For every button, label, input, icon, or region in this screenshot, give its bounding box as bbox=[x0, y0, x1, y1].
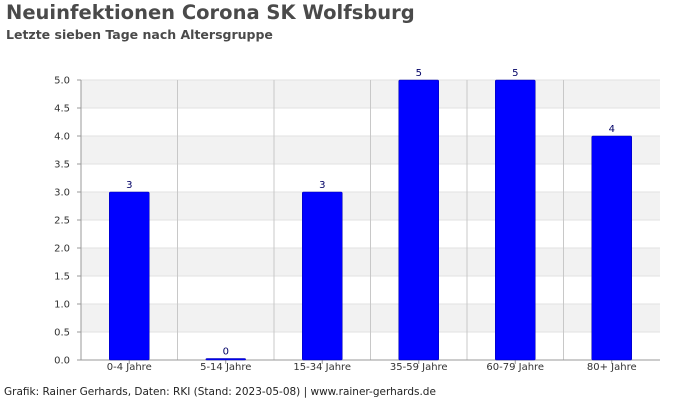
y-tick-label: 4.0 bbox=[54, 132, 70, 143]
data-label: 3 bbox=[319, 180, 325, 191]
y-tick-label: 2.5 bbox=[54, 216, 70, 227]
data-label: 5 bbox=[512, 68, 518, 79]
y-tick-label: 4.5 bbox=[54, 104, 70, 115]
y-tick-label: 1.5 bbox=[54, 272, 70, 283]
x-tick-label: 80+ Jahre bbox=[587, 362, 637, 373]
bar bbox=[302, 191, 343, 361]
x-tick-label: 5-14 Jahre bbox=[200, 362, 251, 373]
y-tick-label: 0.5 bbox=[54, 328, 70, 339]
y-tick-label: 3.0 bbox=[54, 188, 70, 199]
x-tick-label: 0-4 Jahre bbox=[107, 362, 152, 373]
chart-title: Neuinfektionen Corona SK Wolfsburg bbox=[6, 1, 415, 24]
y-tick-label: 2.0 bbox=[54, 244, 70, 255]
bar bbox=[495, 79, 536, 361]
footer-credit: Grafik: Rainer Gerhards, Daten: RKI (Sta… bbox=[4, 386, 436, 398]
y-tick-label: 1.0 bbox=[54, 300, 70, 311]
y-tick-label: 5.0 bbox=[54, 76, 70, 87]
bars bbox=[109, 79, 632, 361]
data-labels: 3 0 3 5 5 4 bbox=[126, 68, 615, 358]
bar bbox=[109, 191, 150, 361]
data-label: 4 bbox=[609, 124, 615, 135]
x-axis: 0-4 Jahre 5-14 Jahre 15-34 Jahre 35-59 Jahr… bbox=[81, 359, 660, 373]
data-label: 3 bbox=[126, 180, 132, 191]
plot-gridlines bbox=[81, 79, 660, 361]
y-tick-label: 0.0 bbox=[54, 356, 70, 367]
data-label: 0 bbox=[223, 347, 229, 358]
chart-subtitle: Letzte sieben Tage nach Altersgruppe bbox=[6, 27, 273, 42]
y-axis: 0.0 0.5 1.0 1.5 2.0 2.5 3.0 3.5 4.0 4.5 5.0 bbox=[54, 76, 82, 367]
bar bbox=[398, 79, 439, 361]
bar bbox=[205, 358, 246, 361]
data-label: 5 bbox=[416, 68, 422, 79]
bar bbox=[591, 135, 632, 361]
y-tick-label: 3.5 bbox=[54, 160, 70, 171]
x-tick-label: 15-34 Jahre bbox=[293, 362, 351, 373]
x-tick-label: 35-59 Jahre bbox=[390, 362, 448, 373]
x-tick-label: 60-79 Jahre bbox=[486, 362, 544, 373]
